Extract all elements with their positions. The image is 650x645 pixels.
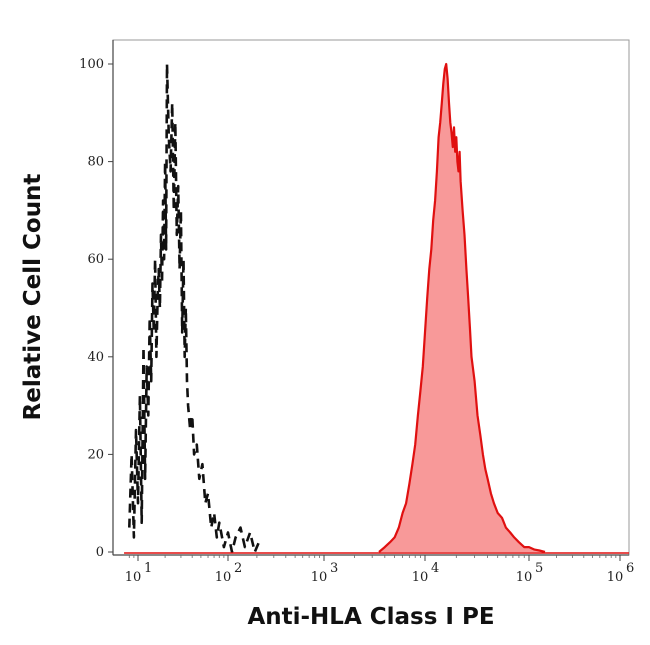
x-tick-exponent: 6 xyxy=(626,561,634,576)
y-tick-label: 80 xyxy=(87,155,104,170)
x-axis-title: Anti-HLA Class I PE xyxy=(247,604,494,630)
series-1-line xyxy=(378,62,546,554)
y-tick-label: 0 xyxy=(96,545,104,560)
x-tick-exponent: 2 xyxy=(234,561,242,576)
x-tick-label: 10 xyxy=(516,570,533,585)
series-layer xyxy=(124,62,629,554)
x-tick-label: 10 xyxy=(125,570,142,585)
x-tick-exponent: 5 xyxy=(535,561,543,576)
y-tick-label: 40 xyxy=(87,350,104,365)
y-tick-label: 20 xyxy=(87,447,104,462)
y-axis-title: Relative Cell Count xyxy=(20,174,46,421)
plot-frame xyxy=(112,39,630,556)
x-tick-exponent: 4 xyxy=(431,561,439,576)
x-tick-label: 10 xyxy=(412,570,429,585)
x-tick-exponent: 3 xyxy=(330,561,338,576)
y-tick-label: 60 xyxy=(87,252,104,267)
x-tick-label: 10 xyxy=(311,570,328,585)
series-1-fill xyxy=(379,64,545,552)
x-tick-exponent: 1 xyxy=(144,561,152,576)
y-tick-label: 100 xyxy=(79,57,104,72)
series-0-line xyxy=(128,62,261,554)
x-tick-label: 10 xyxy=(215,570,232,585)
x-tick-label: 10 xyxy=(607,570,624,585)
